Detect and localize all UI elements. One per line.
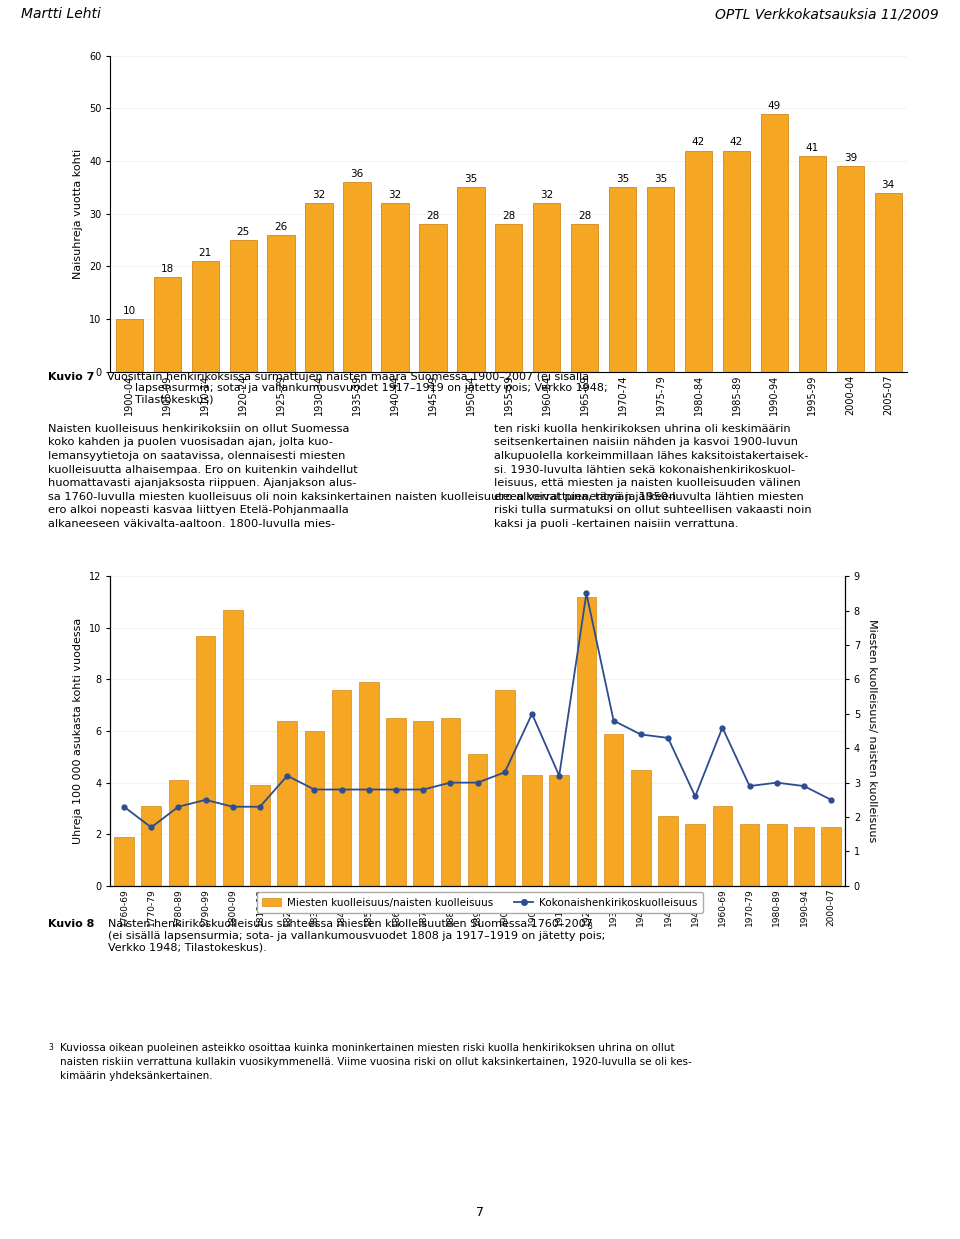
Bar [577, 597, 596, 886]
Y-axis label: Uhreja 100 000 asukasta kohti vuodessa: Uhreja 100 000 asukasta kohti vuodessa [74, 618, 84, 844]
Y-axis label: Naisuhreja vuotta kohti: Naisuhreja vuotta kohti [74, 149, 84, 279]
Text: Vuosittain henkirikoksissa surmattujen naisten määrä Suomessa 1900–2007 (ei sisä: Vuosittain henkirikoksissa surmattujen n… [107, 372, 608, 405]
Bar [169, 781, 188, 886]
Bar [468, 755, 488, 886]
Bar [154, 278, 181, 372]
Text: 41: 41 [805, 142, 819, 152]
Bar [332, 690, 351, 886]
Text: 36: 36 [350, 169, 364, 178]
Text: Naisten henkirikoskuolleisuus suhteessa miesten kuolleisuuteen Suomessa 1760–200: Naisten henkirikoskuolleisuus suhteessa … [108, 919, 605, 953]
Bar [767, 824, 786, 886]
Text: 35: 35 [616, 175, 629, 185]
Bar [114, 836, 133, 886]
Bar [522, 774, 541, 886]
Bar [760, 114, 788, 372]
Text: 3: 3 [48, 1043, 53, 1052]
Text: 42: 42 [730, 138, 743, 147]
Bar [229, 240, 257, 372]
Bar [116, 320, 143, 372]
Bar [609, 187, 636, 372]
Y-axis label: Miesten kuolleisuus/ naisten kuolleisuus: Miesten kuolleisuus/ naisten kuolleisuus [867, 620, 876, 843]
Bar [251, 786, 270, 886]
Text: Kuvio 8: Kuvio 8 [48, 919, 94, 929]
Bar [457, 187, 485, 372]
Bar [277, 721, 297, 886]
Legend: Miesten kuolleisuus/naisten kuolleisuus, Kokonaishenkirikoskuolleisuus: Miesten kuolleisuus/naisten kuolleisuus,… [257, 892, 703, 913]
Text: 35: 35 [654, 175, 667, 185]
Bar [712, 805, 732, 886]
Bar [304, 731, 324, 886]
Text: 28: 28 [426, 211, 440, 221]
Text: 28: 28 [578, 211, 591, 221]
Bar [495, 690, 515, 886]
Bar [533, 203, 561, 372]
Bar [141, 805, 161, 886]
Bar [344, 182, 371, 372]
Bar [414, 721, 433, 886]
Text: 34: 34 [881, 180, 895, 190]
Text: Martti Lehti: Martti Lehti [21, 7, 101, 21]
Text: 39: 39 [844, 154, 857, 164]
Text: 32: 32 [312, 190, 325, 199]
Bar [723, 151, 750, 372]
Bar [799, 156, 826, 372]
Text: Naisten kuolleisuus henkirikoksiin on ollut Suomessa
koko kahden ja puolen vuosi: Naisten kuolleisuus henkirikoksiin on ol… [48, 424, 676, 529]
Bar [604, 733, 623, 886]
Text: ten riski kuolla henkirikoksen uhrina oli keskimäärin
seitsenkertainen naisiin n: ten riski kuolla henkirikoksen uhrina ol… [494, 424, 812, 529]
Bar [631, 769, 651, 886]
Text: 32: 32 [389, 190, 401, 199]
Bar [196, 636, 215, 886]
Bar [571, 224, 598, 372]
Text: 42: 42 [692, 138, 706, 147]
Text: 49: 49 [768, 100, 781, 110]
Bar [836, 166, 864, 372]
Bar [495, 224, 522, 372]
Bar [647, 187, 674, 372]
Text: OPTL Verkkokatsauksia 11/2009: OPTL Verkkokatsauksia 11/2009 [715, 7, 939, 21]
Bar [684, 151, 712, 372]
Bar [223, 610, 243, 886]
Text: Kuviossa oikean puoleinen asteikko osoittaa kuinka moninkertainen miesten riski : Kuviossa oikean puoleinen asteikko osoit… [60, 1043, 692, 1082]
Bar [875, 193, 901, 372]
Bar [685, 824, 705, 886]
Bar [420, 224, 446, 372]
Text: 26: 26 [275, 222, 288, 232]
Text: Kuvio 7: Kuvio 7 [48, 372, 94, 382]
Bar [192, 261, 219, 372]
Text: 25: 25 [236, 227, 250, 237]
Text: 28: 28 [502, 211, 516, 221]
Text: 3: 3 [588, 922, 592, 932]
Bar [381, 203, 409, 372]
Text: 32: 32 [540, 190, 553, 199]
Bar [549, 774, 569, 886]
Bar [305, 203, 333, 372]
Text: 10: 10 [123, 306, 136, 316]
Bar [386, 719, 406, 886]
Bar [794, 826, 814, 886]
Bar [659, 817, 678, 886]
Bar [740, 824, 759, 886]
Bar [822, 826, 841, 886]
Text: 18: 18 [160, 264, 174, 274]
Bar [441, 719, 460, 886]
Text: 21: 21 [199, 248, 212, 258]
Bar [359, 681, 378, 886]
Bar [268, 235, 295, 372]
Text: 35: 35 [465, 175, 477, 185]
Text: 7: 7 [476, 1207, 484, 1219]
